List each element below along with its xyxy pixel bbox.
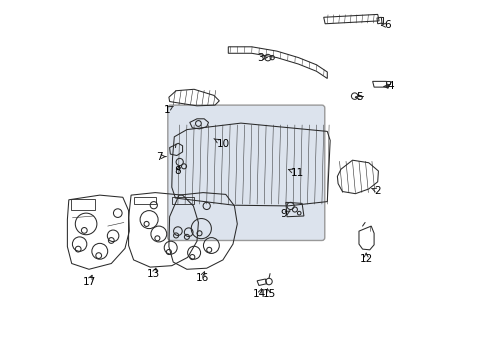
Text: 7: 7: [156, 152, 165, 162]
Bar: [133, 197, 156, 204]
Text: 15: 15: [262, 289, 275, 300]
Bar: [171, 197, 194, 204]
Text: 11: 11: [288, 168, 304, 178]
FancyBboxPatch shape: [167, 105, 324, 240]
Text: 3: 3: [257, 53, 266, 63]
Text: 5: 5: [355, 92, 362, 102]
Text: 10: 10: [214, 139, 229, 149]
Text: 17: 17: [82, 275, 96, 287]
Text: 8: 8: [174, 166, 181, 176]
Text: 2: 2: [371, 186, 380, 196]
Bar: [71, 199, 95, 210]
Text: 13: 13: [147, 268, 160, 279]
Text: 9: 9: [280, 209, 289, 219]
Text: 6: 6: [381, 20, 390, 30]
Text: 4: 4: [383, 81, 393, 91]
Text: 14: 14: [252, 289, 265, 300]
Text: 12: 12: [359, 253, 372, 264]
Text: 1: 1: [163, 105, 173, 115]
Text: 16: 16: [195, 272, 208, 283]
